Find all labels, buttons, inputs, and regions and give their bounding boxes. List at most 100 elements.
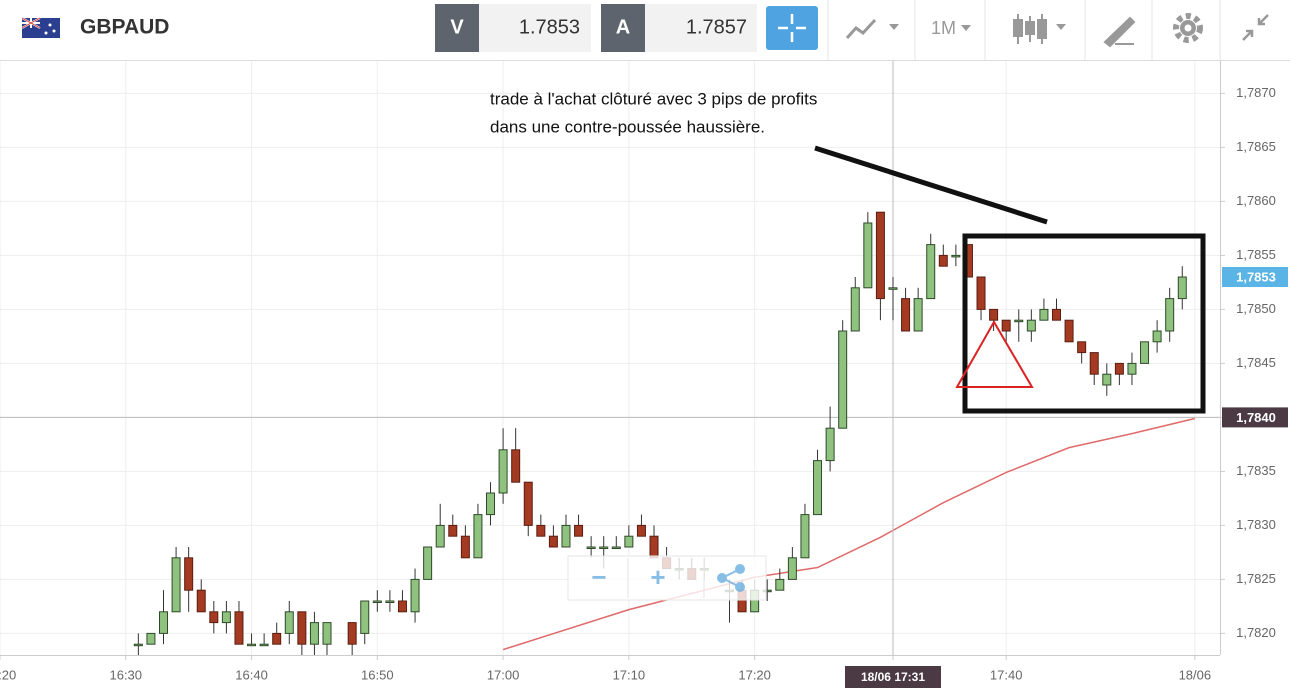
y-tick-label: 1,7870	[1236, 85, 1276, 100]
candle-body	[825, 427, 835, 462]
annotation-line: trade à l'achat clôturé avec 3 pips de p…	[490, 89, 817, 108]
y-tick-label: 1,7865	[1236, 139, 1276, 154]
price-tag	[1222, 267, 1288, 287]
candle-body	[272, 632, 282, 645]
symbol: GBPAUD	[80, 16, 169, 39]
candle-body	[611, 546, 621, 549]
candle-body	[989, 308, 999, 321]
candle-body	[1014, 319, 1024, 323]
candle-body	[347, 622, 357, 645]
candle-body	[850, 287, 860, 332]
candle-body	[888, 287, 898, 290]
candles-button[interactable]	[1013, 14, 1066, 44]
candle-body	[259, 643, 269, 647]
chart-style-button[interactable]	[845, 18, 899, 40]
x-tick-label: 16:50	[361, 667, 394, 682]
candle-body	[1127, 362, 1137, 375]
candle-body	[1001, 319, 1011, 332]
crosshair-time-tag	[844, 666, 941, 688]
timeframe[interactable]: 1M	[931, 18, 956, 38]
candle-body	[813, 460, 823, 516]
y-tick-label: 1,7860	[1236, 193, 1276, 208]
candle-body	[284, 611, 294, 634]
candle-body	[309, 622, 319, 645]
ask-button[interactable]	[601, 4, 645, 52]
candle-body	[171, 557, 181, 613]
annotation-line: dans une contre-poussée haussière.	[490, 117, 765, 136]
x-tick-label: 17:20	[738, 667, 771, 682]
candle-body	[1039, 308, 1049, 321]
zoom-in[interactable]: +	[650, 562, 665, 592]
flag	[21, 17, 60, 38]
candle-body	[247, 643, 257, 647]
candle-body	[1089, 352, 1099, 375]
candle-body	[435, 524, 445, 548]
candle-body	[1077, 341, 1087, 354]
candle-body	[976, 276, 986, 310]
x-tick-label: 17:40	[990, 667, 1023, 682]
annotation-arrow	[814, 145, 1048, 225]
toolbar-dividers	[827, 0, 1221, 60]
candle-body	[1140, 341, 1150, 364]
candle-body	[397, 600, 407, 613]
price-tag-label: 1,7853	[1236, 269, 1276, 284]
candle-body	[574, 524, 584, 537]
price-tag-label: 1,7840	[1236, 410, 1276, 425]
candle-body	[1152, 330, 1162, 343]
candle-body	[599, 546, 609, 549]
fullscreen-button[interactable]	[1242, 14, 1269, 41]
candle-body	[926, 244, 936, 300]
candle-body	[1165, 298, 1175, 332]
x-tick-label: 17:00	[487, 667, 520, 682]
candle-body	[1026, 319, 1036, 332]
candle-body	[536, 524, 546, 537]
crosshair-button[interactable]	[766, 6, 818, 50]
zoom-widget: − +	[567, 555, 767, 601]
price-tag	[1222, 407, 1288, 428]
candle-body	[410, 578, 420, 613]
zoom-panel	[567, 555, 767, 601]
draw-button[interactable]	[1103, 16, 1136, 48]
x-tick-label: 18/06	[1179, 667, 1212, 682]
candle-body	[209, 611, 219, 624]
annotation-box	[962, 233, 1206, 414]
candle-body	[511, 449, 521, 483]
ask-label: A	[616, 16, 630, 38]
bid-button[interactable]	[435, 4, 479, 52]
candle-body	[1177, 276, 1187, 300]
candle-body	[322, 622, 332, 645]
bid-label: V	[450, 16, 464, 38]
candle-body	[863, 222, 873, 289]
candle-body	[636, 524, 646, 537]
y-tick-label: 1,7820	[1236, 625, 1276, 640]
candle-body	[913, 298, 923, 332]
caret	[961, 25, 971, 31]
candle-body	[234, 611, 244, 645]
settings-button[interactable]	[1173, 13, 1203, 43]
candle-body	[800, 514, 810, 559]
candle-body	[787, 557, 797, 580]
candle-body	[586, 546, 596, 549]
y-tick-label: 1,7830	[1236, 517, 1276, 532]
y-tick-label: 1,7835	[1236, 463, 1276, 478]
x-tick-label: 17:10	[613, 667, 646, 682]
candle-body	[146, 632, 156, 645]
candle-body	[1114, 362, 1124, 375]
zoom-out[interactable]: −	[591, 562, 606, 592]
bid-price: 1.7853	[519, 16, 580, 38]
moving-average	[502, 417, 1196, 651]
candle-body	[875, 211, 885, 300]
candle-body	[184, 557, 194, 591]
candle-body	[938, 254, 948, 267]
candle-body	[159, 611, 169, 634]
y-tick-label: 1,7825	[1236, 571, 1276, 586]
crosshair-time-label: 18/06 17:31	[861, 670, 925, 684]
share-button[interactable]	[717, 564, 745, 592]
candle-body	[548, 535, 558, 548]
y-tick-label: 1,7845	[1236, 355, 1276, 370]
candle-body	[561, 524, 571, 548]
candle-body	[498, 449, 508, 494]
candle-body	[460, 535, 470, 559]
candle-body	[473, 514, 483, 559]
